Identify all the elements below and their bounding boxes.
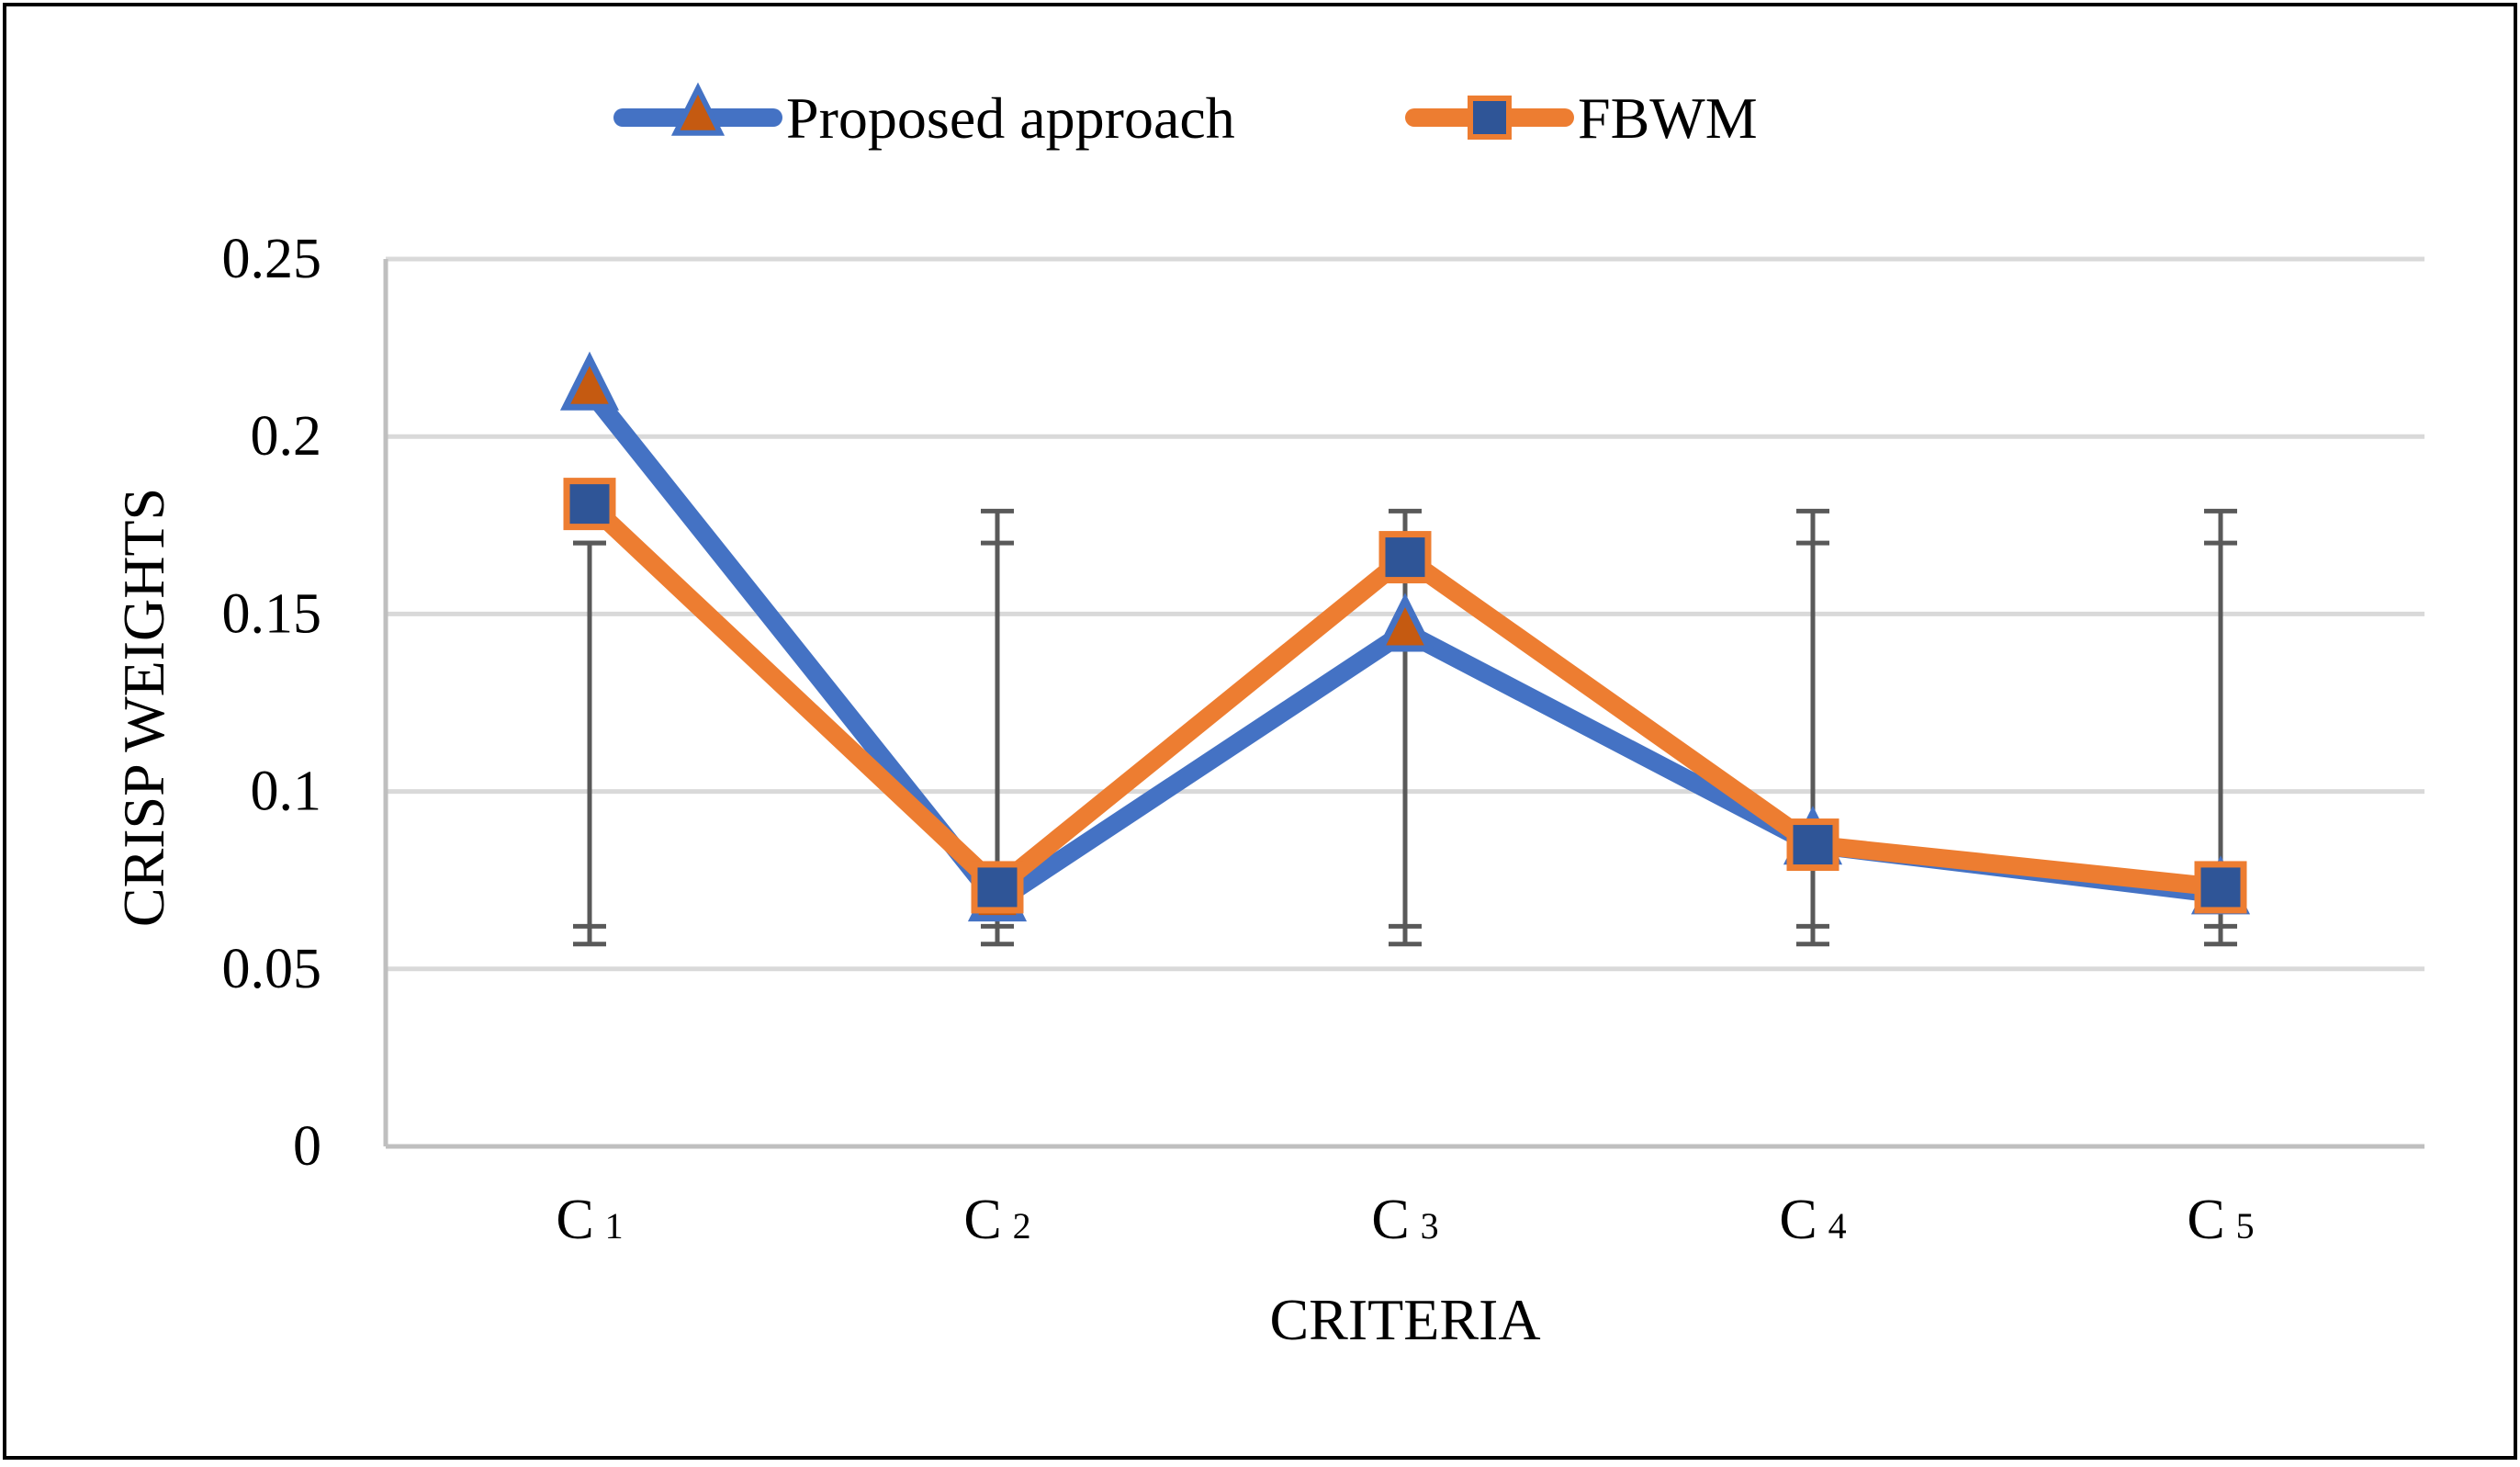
data-markers <box>559 351 2251 922</box>
y-tick-label: 0.1 <box>251 761 322 823</box>
legend-marker-square <box>1468 96 1512 140</box>
error-bar <box>1796 508 1829 947</box>
error-bar <box>573 540 606 947</box>
legend-item-fbwm[interactable]: FBWM <box>1405 85 1758 151</box>
y-tick-label: 0 <box>293 1115 321 1178</box>
legend-item-proposed-approach[interactable]: Proposed approach <box>613 82 1235 151</box>
data-point-square <box>2194 861 2247 914</box>
data-point-triangle <box>1375 592 1435 652</box>
y-tick-label: 0.15 <box>222 582 322 645</box>
tick-labels: 0 0.05 0.1 0.15 0.2 0.25 C 1 C 2 C 3 C 4 C 5 <box>222 228 2255 1251</box>
data-point-square <box>1378 531 1432 584</box>
axes <box>383 259 2424 1149</box>
data-point-square <box>1786 818 1839 872</box>
data-point-square <box>563 478 616 531</box>
legend[interactable]: Proposed approach FBWM <box>613 82 1758 151</box>
legend-label: FBWM <box>1578 85 1758 151</box>
y-axis-title: CRISP WEIGHTS <box>111 488 176 927</box>
data-point-triangle <box>559 351 620 411</box>
legend-label: Proposed approach <box>786 85 1235 151</box>
y-tick-label: 0.25 <box>222 228 322 290</box>
y-tick-label: 0.05 <box>222 938 322 1000</box>
legend-marker-triangle <box>670 82 726 136</box>
data-point-square <box>971 861 1024 914</box>
x-axis-title: CRITERIA <box>1269 1287 1540 1352</box>
y-tick-label: 0.2 <box>251 405 322 468</box>
